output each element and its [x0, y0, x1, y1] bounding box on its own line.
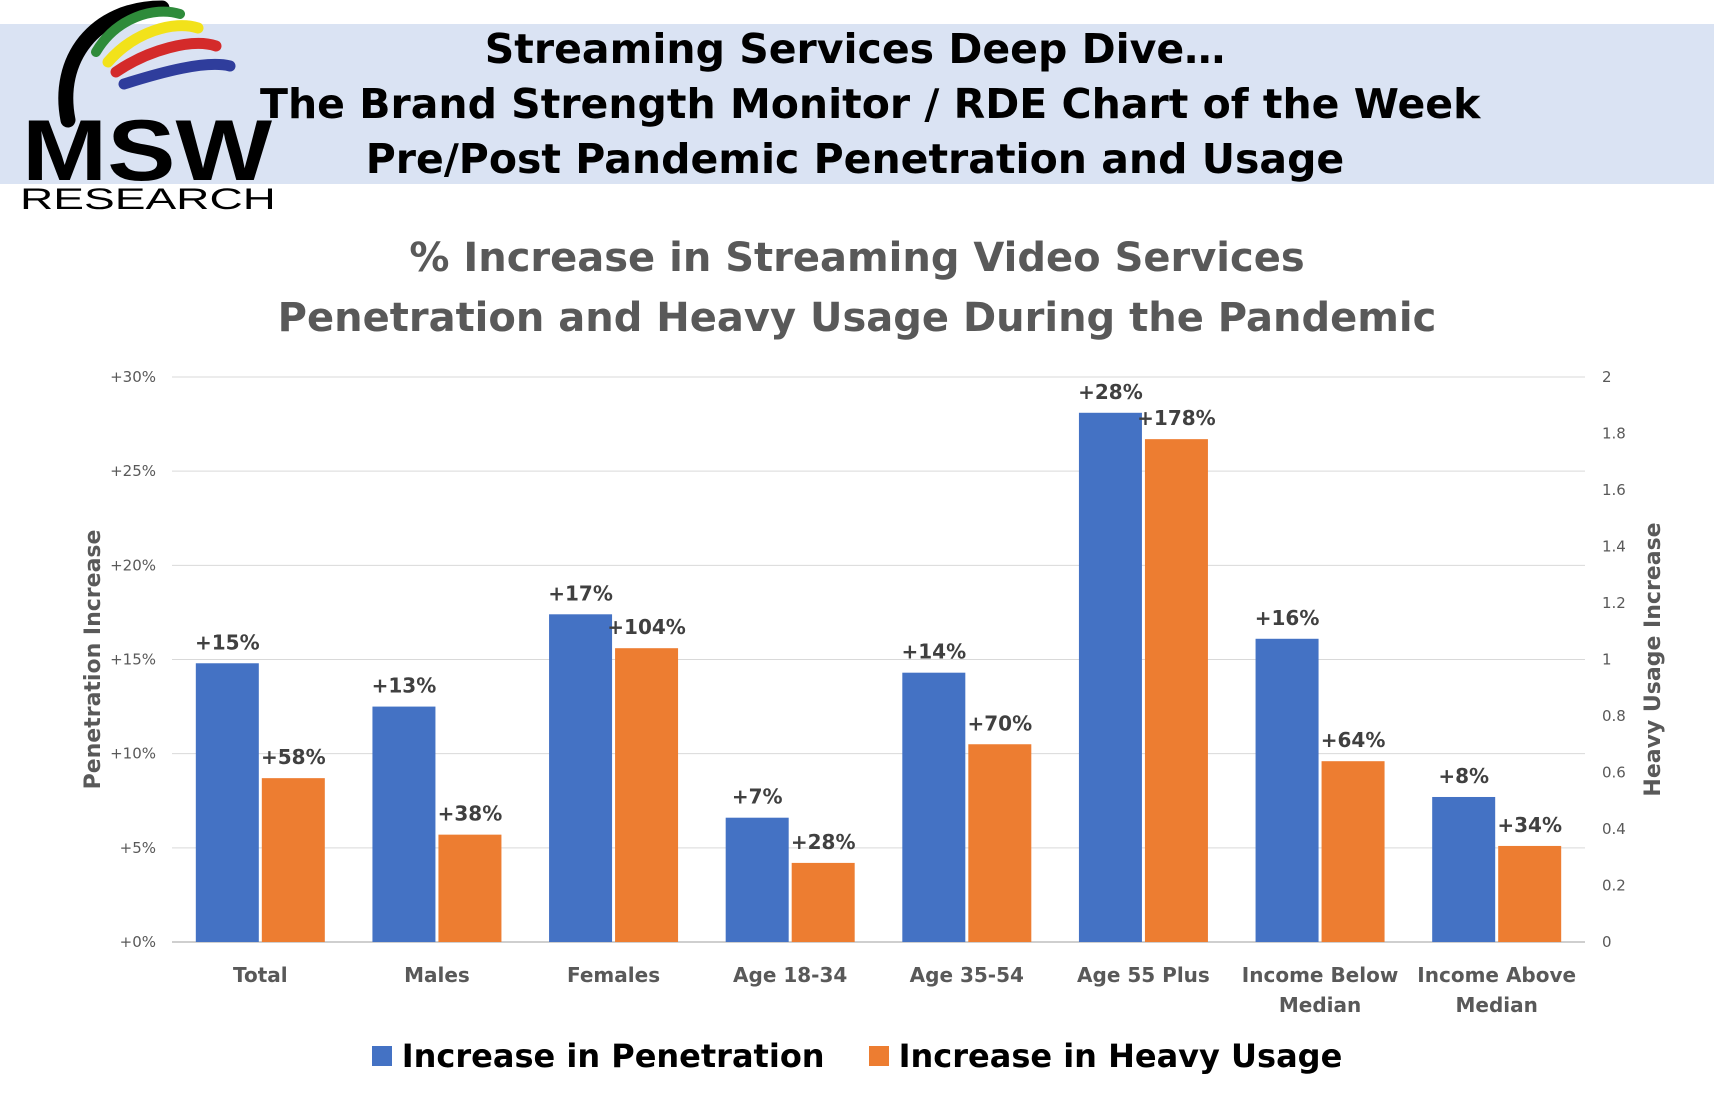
y-right-tick-label: 1.8 — [1602, 425, 1626, 443]
data-label-heavy-usage: +104% — [607, 615, 686, 639]
x-tick-label: Income Above — [1417, 963, 1576, 987]
data-label-penetration: +16% — [1255, 606, 1320, 630]
bar-chart: +0% +5% +10% +15% +20% +25% +30% 0 0.2 0.4 0.6 0.8 1… — [81, 368, 1666, 1017]
title-line-3: Pre/Post Pandemic Penetration and Usage — [365, 135, 1345, 183]
title-line-1: Streaming Services Deep Dive… — [484, 25, 1226, 73]
data-label-penetration: +17% — [548, 581, 613, 605]
bar-heavy-usage — [1498, 845, 1562, 942]
logo-arc-blue — [118, 58, 236, 90]
data-label-heavy-usage: +34% — [1497, 813, 1562, 837]
y-right-tick-label: 1.6 — [1602, 481, 1626, 499]
chart-title-line-1: % Increase in Streaming Video Services — [409, 235, 1305, 281]
data-label-penetration: +8% — [1438, 764, 1489, 788]
bar-heavy-usage — [791, 862, 855, 942]
logo-subtext: RESEARCH — [20, 183, 272, 215]
data-label-penetration: +15% — [195, 630, 260, 654]
chart-title-line-2: Penetration and Heavy Usage During the P… — [277, 295, 1437, 341]
y-right-tick-label: 0.4 — [1602, 820, 1626, 838]
data-label-heavy-usage: +38% — [438, 802, 503, 826]
legend-swatch-penetration — [371, 1046, 392, 1066]
x-tick-label: Females — [567, 963, 660, 987]
bar-heavy-usage — [438, 834, 502, 942]
bar-heavy-usage — [968, 744, 1032, 942]
x-tick-label: Median — [1279, 993, 1361, 1017]
y-left-tick-label: +25% — [110, 462, 156, 480]
bar-penetration — [372, 706, 436, 942]
legend-swatch-heavy-usage — [868, 1046, 889, 1066]
y-right-tick-label: 0.8 — [1602, 707, 1626, 725]
bar-heavy-usage — [615, 648, 679, 942]
bar-heavy-usage — [1321, 761, 1385, 942]
x-tick-label: Total — [233, 963, 288, 987]
data-label-heavy-usage: +64% — [1321, 728, 1386, 752]
logo-arc-yellow — [102, 20, 204, 68]
y-right-tick-label: 1 — [1602, 651, 1612, 669]
y-left-tick-label: +20% — [110, 556, 156, 574]
data-label-heavy-usage: +178% — [1137, 406, 1216, 430]
bar-heavy-usage — [261, 778, 325, 942]
chart-legend: Increase in Penetration Increase in Heav… — [0, 1037, 1714, 1075]
bar-heavy-usage — [1144, 439, 1208, 942]
y-right-tick-label: 0.6 — [1602, 764, 1626, 782]
bar-penetration — [1432, 796, 1496, 942]
y-left-tick-label: +0% — [120, 933, 156, 951]
title-line-2: The Brand Strength Monitor / RDE Chart o… — [260, 80, 1481, 128]
y-left-tick-label: +5% — [120, 839, 156, 857]
logo-arc-black — [58, 0, 170, 128]
logo-text: MSW — [22, 103, 272, 199]
x-tick-label: Median — [1456, 993, 1538, 1017]
data-label-penetration: +28% — [1078, 380, 1143, 404]
x-tick-label: Income Below — [1242, 963, 1399, 987]
x-tick-label: Age 35-54 — [910, 963, 1024, 987]
bar-penetration — [725, 817, 789, 942]
header-banner — [0, 24, 1714, 184]
bar-penetration — [549, 614, 613, 942]
y-right-tick-label: 2 — [1602, 368, 1612, 386]
data-label-penetration: +14% — [901, 640, 966, 664]
bar-penetration — [195, 663, 259, 942]
x-tick-label: Males — [404, 963, 470, 987]
chart-title: % Increase in Streaming Video Services P… — [0, 228, 1714, 348]
legend-item-penetration: Increase in Penetration — [371, 1037, 825, 1075]
x-tick-label: Age 55 Plus — [1077, 963, 1210, 987]
y-left-tick-label: +15% — [110, 651, 156, 669]
logo-arc-green — [91, 6, 185, 57]
y-right-tick-label: 1.2 — [1602, 594, 1626, 612]
data-label-penetration: +13% — [372, 674, 437, 698]
y-right-axis-title: Heavy Usage Increase — [1641, 522, 1666, 796]
y-right-tick-label: 1.4 — [1602, 538, 1626, 556]
data-label-heavy-usage: +70% — [967, 711, 1032, 735]
y-left-axis-title: Penetration Increase — [81, 530, 106, 790]
y-right-tick-label: 0 — [1602, 933, 1612, 951]
page-title: Streaming Services Deep Dive… The Brand … — [260, 22, 1481, 187]
logo-arc-red — [110, 38, 222, 78]
bar-penetration — [1078, 412, 1142, 942]
legend-label-heavy-usage: Increase in Heavy Usage — [898, 1037, 1343, 1075]
data-label-penetration: +7% — [732, 785, 783, 809]
y-right-tick-label: 0.2 — [1602, 877, 1626, 895]
bar-penetration — [902, 672, 966, 942]
data-label-heavy-usage: +28% — [791, 830, 856, 854]
msw-research-logo: MSW RESEARCH — [20, 0, 272, 215]
y-left-tick-label: +10% — [110, 745, 156, 763]
legend-label-penetration: Increase in Penetration — [401, 1037, 825, 1075]
x-tick-label: Age 18-34 — [733, 963, 847, 987]
legend-item-heavy-usage: Increase in Heavy Usage — [868, 1037, 1343, 1075]
bar-penetration — [1255, 638, 1319, 942]
y-left-tick-label: +30% — [110, 368, 156, 386]
data-label-heavy-usage: +58% — [261, 745, 326, 769]
